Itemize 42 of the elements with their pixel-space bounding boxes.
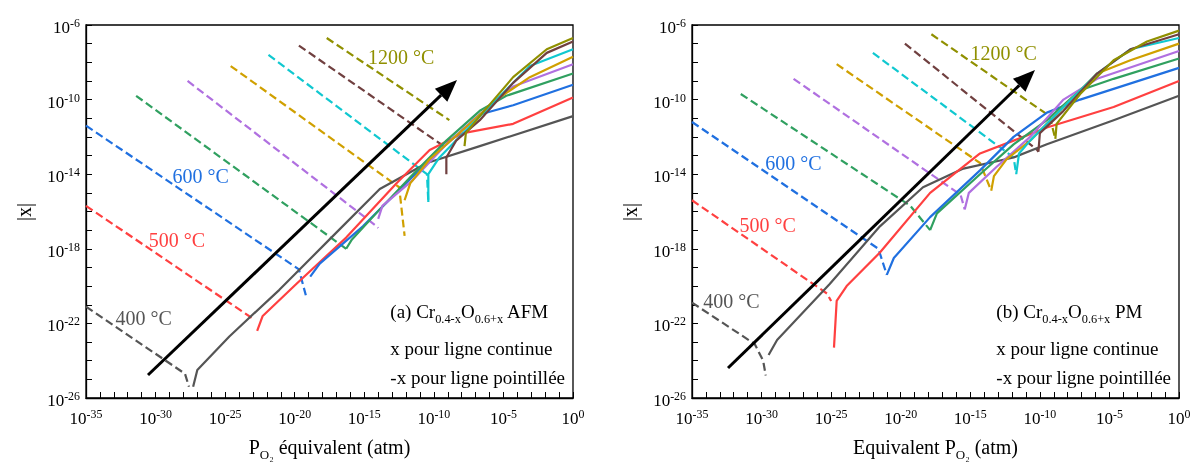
y-tick-label: 10$^{-22}$ [47,312,80,336]
series-label: 400 °C [115,307,172,330]
x-tick-label: 10$^{-5}$ [489,406,517,429]
x-tick-label: 10$^{-15}$ [953,406,987,429]
series-label: 1200 °C [970,42,1037,65]
annotation: -x pour ligne pointillée [996,366,1171,390]
y-tick-label: 10$^{-18}$ [653,238,686,262]
y-tick-label: 10$^{-14}$ [653,163,686,187]
y-tick-label: 10$^{-6}$ [659,14,686,38]
y-axis-title: |x| [618,202,642,221]
y-axis-title: |x| [12,202,36,221]
x-tick-label: 10$^{-10}$ [417,406,451,429]
y-tick-label: 10$^{-14}$ [47,163,80,187]
x-axis-title: P$_{O₂}$ équivalent (atm) [248,436,411,463]
y-tick-label: 10$^{-10}$ [47,89,80,113]
x-tick-label: 10$^{-25}$ [814,406,848,429]
x-axis-title: Equivalent P$_{O₂}$ (atm) [853,436,1018,463]
y-tick-label: 10$^{-22}$ [653,312,686,336]
y-tick-label: 10$^{-18}$ [47,238,80,262]
series-label: 600 °C [172,164,229,187]
series-label: 500 °C [739,213,796,236]
x-tick-label: 10$^{-30}$ [139,406,172,429]
x-tick-label: 10$^{-20}$ [278,406,312,429]
x-tick-label: 10$^{-15}$ [347,406,381,429]
series-label: 600 °C [765,152,822,175]
x-tick-label: 10$^{-25}$ [208,406,242,429]
y-tick-label: 10$^{-6}$ [53,14,80,38]
annotation: (a) Cr$_{0.4-x}$O$_{0.6+x}$ AFM [390,300,550,328]
annotation: x pour ligne continue [996,337,1160,361]
series-label: 1200 °C [368,46,435,69]
series-label: 500 °C [148,228,206,251]
annotation: -x pour ligne pointillée [390,366,565,390]
y-tick-label: 10$^{-10}$ [653,89,686,113]
x-tick-label: 10$^{-5}$ [1095,406,1123,429]
x-tick-label: 10$^{0}$ [1167,406,1191,429]
x-tick-label: 10$^{-10}$ [1023,406,1057,429]
annotation: (b) Cr$_{0.4-x}$O$_{0.6+x}$ PM [996,300,1144,328]
x-tick-label: 10$^{0}$ [561,406,585,429]
x-tick-label: 10$^{-30}$ [745,406,778,429]
series-label: 400 °C [703,290,760,313]
x-tick-label: 10$^{-20}$ [884,406,918,429]
annotation: x pour ligne continue [390,337,554,361]
